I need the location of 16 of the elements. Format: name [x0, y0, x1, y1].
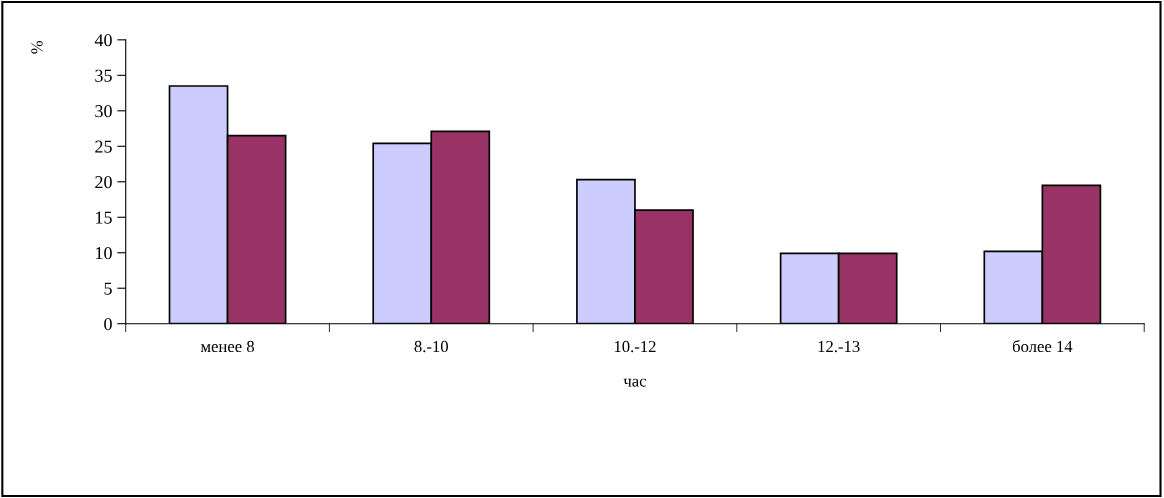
- x-tick-label: более 14: [1012, 340, 1073, 353]
- y-tick-label: 15: [96, 211, 112, 224]
- x-tick-label: менее 8: [200, 340, 254, 353]
- y-tick-label: 40: [94, 34, 112, 47]
- x-tick-label: 12.-13: [818, 340, 860, 353]
- x-tick-label: 10.-12: [614, 340, 656, 353]
- y-tick-label: 25: [95, 140, 112, 153]
- y-tick-label: 30: [95, 105, 112, 118]
- y-tick-label: 10: [96, 246, 112, 260]
- y-tick-label: 0: [104, 317, 112, 331]
- x-axis-title: час: [623, 378, 647, 387]
- y-axis-title: %: [31, 40, 43, 54]
- y-tick-label: 5: [104, 282, 112, 295]
- y-tick-label: 20: [95, 176, 112, 189]
- x-tick-label: 8.-10: [414, 340, 448, 353]
- y-tick-label: 35: [95, 69, 112, 82]
